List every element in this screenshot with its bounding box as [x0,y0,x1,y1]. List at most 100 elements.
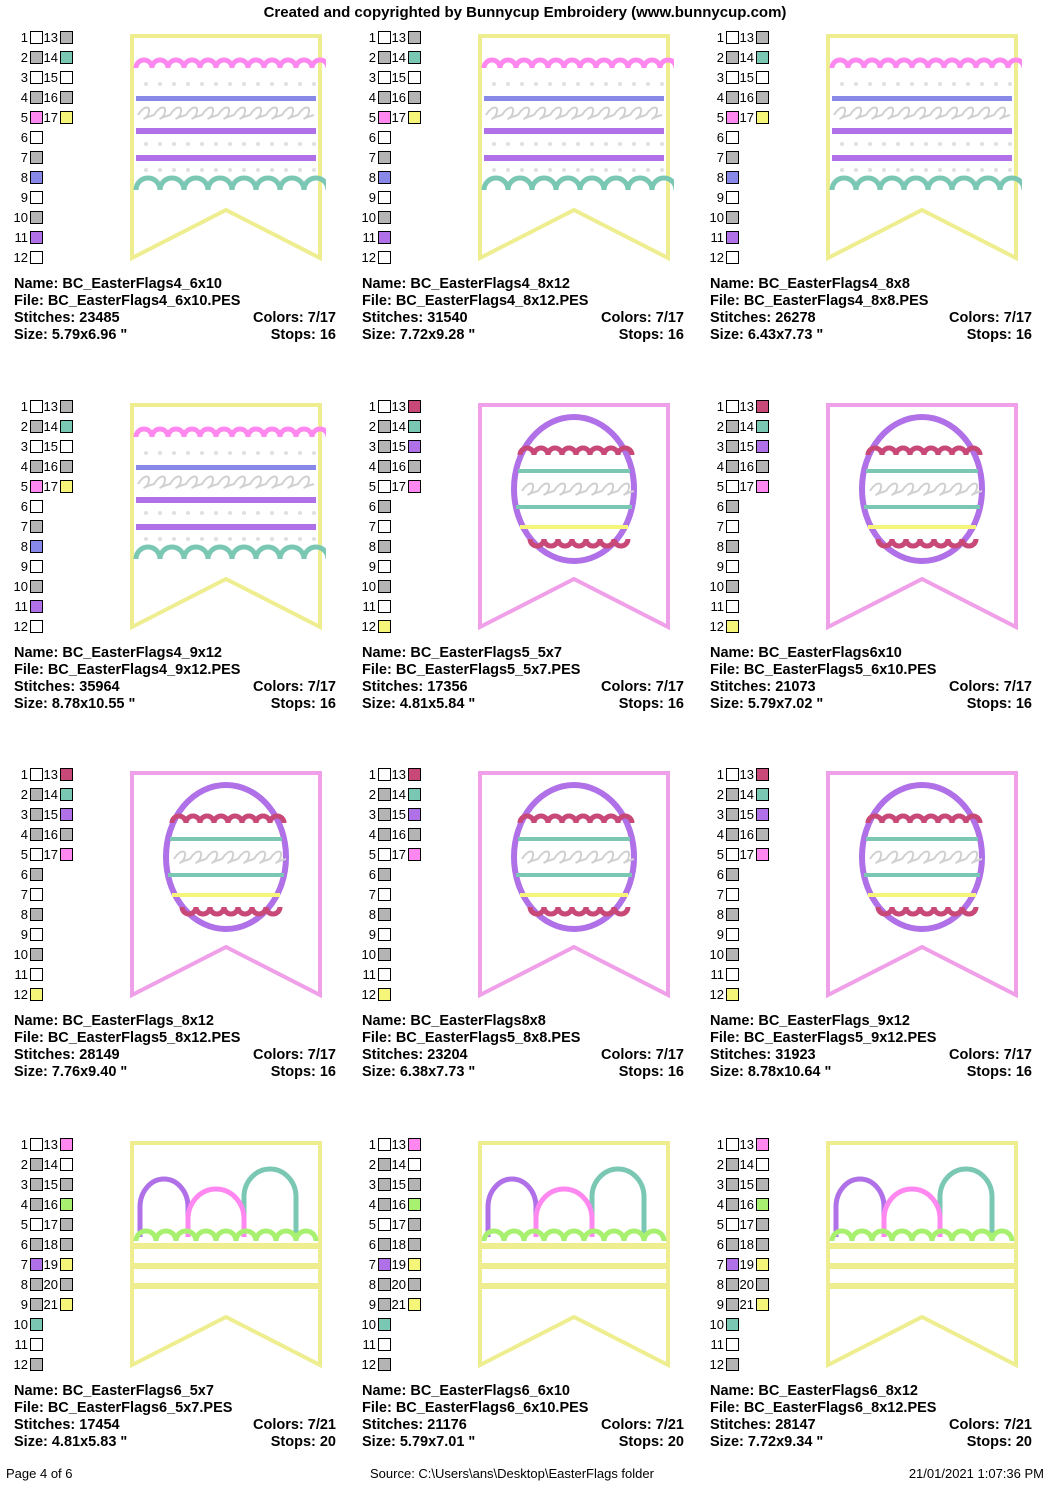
stitch-count: Stitches: 23485 [14,310,120,326]
thread-number: 4 [368,1197,376,1212]
color-swatch [30,151,43,164]
thread-number: 12 [361,987,376,1002]
thread-number: 13 [391,1137,406,1152]
color-swatch [60,111,73,124]
color-swatch [756,1218,769,1231]
thread-number: 18 [391,1237,406,1252]
stitch-count: Stitches: 28147 [710,1417,816,1433]
thread-number: 5 [20,479,28,494]
color-swatch [726,31,739,44]
thread-number: 9 [20,927,28,942]
color-swatch [726,1238,739,1251]
thread-number: 17 [739,479,754,494]
thread-number: 12 [709,619,724,634]
thread-number: 17 [391,1217,406,1232]
color-swatch [726,520,739,533]
thread-number: 3 [716,1177,724,1192]
thread-number: 6 [716,499,724,514]
thread-number: 6 [368,1237,376,1252]
thread-number: 13 [43,399,58,414]
stitch-count: Stitches: 21073 [710,679,816,695]
thread-number: 1 [716,30,724,45]
stripes-flag-design-image [478,34,674,262]
thread-number: 9 [716,559,724,574]
design-file: File: BC_EasterFlags4_8x8.PES [710,293,929,309]
stitch-count: Stitches: 28149 [14,1047,120,1063]
thread-number: 5 [20,1217,28,1232]
stitch-count: Stitches: 31540 [362,310,468,326]
thread-number: 6 [20,867,28,882]
color-count: Colors: 7/21 [949,1417,1032,1433]
color-swatch [378,968,391,981]
basket-flag-design-image [130,1141,322,1369]
thread-number: 5 [368,1217,376,1232]
color-swatch [408,440,421,453]
thread-number: 17 [43,479,58,494]
thread-number: 9 [716,1297,724,1312]
thread-number: 13 [43,30,58,45]
color-swatch [30,91,43,104]
thread-number: 11 [362,967,377,982]
design-name: Name: BC_EasterFlags4_9x12 [14,645,222,661]
color-swatch [30,1198,43,1211]
color-count: Colors: 7/21 [253,1417,336,1433]
color-swatch [756,1278,769,1291]
color-swatch [378,1138,391,1151]
thread-number: 21 [739,1297,754,1312]
design-card: 1 13 2 14 3 15 4 16 5 17 6 7 8 9 10 11 12 Name: BC_Easter… [710,767,1050,1127]
color-swatch [756,420,769,433]
color-swatch [408,71,421,84]
thread-number: 13 [739,30,754,45]
color-swatch [756,440,769,453]
color-swatch [408,420,421,433]
color-swatch [60,808,73,821]
thread-number: 9 [20,190,28,205]
color-swatch [378,91,391,104]
color-swatch [756,1298,769,1311]
egg-flag-design-image [826,771,1018,999]
thread-number: 4 [20,827,28,842]
color-swatch [30,31,43,44]
thread-number: 2 [20,787,28,802]
color-swatch [378,440,391,453]
color-swatch [378,1358,391,1371]
thread-number: 14 [739,419,754,434]
color-swatch [726,51,739,64]
design-card: 1 13 2 14 3 15 4 16 5 17 6 7 8 9 10 11 12 Name: BC_Easter… [710,399,1050,759]
color-count: Colors: 7/17 [949,679,1032,695]
thread-number: 15 [391,1177,406,1192]
color-swatch [756,848,769,861]
thread-number: 15 [391,70,406,85]
design-size: Size: 7.72x9.28 " [362,327,476,343]
color-swatch [408,848,421,861]
color-swatch [60,788,73,801]
color-swatch [30,111,43,124]
design-info: Name: BC_EasterFlags4_6x10 File: BC_Easte… [14,276,336,344]
thread-number: 11 [362,1337,377,1352]
design-card: 1 13 2 14 3 15 4 16 5 17 6 7 8 9 10 11 12 Name: BC_Easter… [14,399,354,759]
color-swatch [726,1158,739,1171]
color-swatch [408,1298,421,1311]
thread-number: 13 [739,767,754,782]
thread-number: 16 [391,827,406,842]
thread-number: 9 [368,559,376,574]
thread-number: 7 [20,887,28,902]
color-swatch [378,460,391,473]
thread-number: 16 [391,90,406,105]
color-swatch [726,828,739,841]
design-info: Name: BC_EasterFlags4_8x12 File: BC_Easte… [362,276,684,344]
design-card: 1 13 2 14 3 15 4 16 5 17 6 7 8 9 10 11 12 Name: BC_Easter… [362,399,702,759]
thread-number: 17 [43,1217,58,1232]
color-swatch [378,768,391,781]
color-swatch [378,948,391,961]
color-swatch [408,111,421,124]
thread-number: 7 [368,150,376,165]
page-header: Created and copyrighted by Bunnycup Embr… [263,4,787,21]
thread-number: 21 [43,1297,58,1312]
thread-number: 3 [368,70,376,85]
color-swatch [30,191,43,204]
thread-number: 1 [368,399,376,414]
thread-number: 11 [362,230,377,245]
thread-number: 17 [391,110,406,125]
stripes-flag-design-image [826,34,1022,262]
